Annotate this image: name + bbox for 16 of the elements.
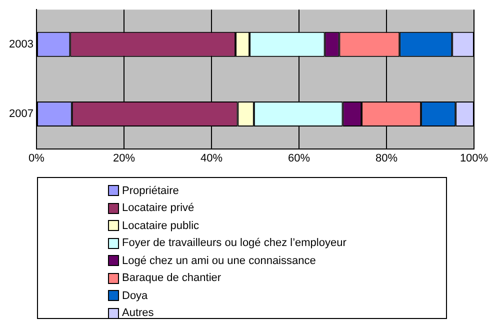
legend-label: Autres (122, 307, 154, 320)
x-tick-label: 60% (288, 152, 310, 164)
x-tick-label: 40% (200, 152, 223, 164)
x-tick-label: 0% (28, 152, 45, 164)
legend-label: Doya (122, 290, 148, 302)
x-tick-label: 80% (375, 152, 398, 164)
legend-label: Logé chez un ami ou une connaissance (122, 254, 316, 267)
legend-label: Locataire public (122, 220, 200, 232)
x-tick-label: 20% (112, 152, 136, 164)
y-tick-label: 2007 (8, 108, 34, 120)
x-tick-label: 100% (460, 152, 488, 164)
legend-label: Foyer de travailleurs ou logé chez l’employeur (122, 237, 346, 250)
legend-label: Propriétaire (122, 184, 179, 197)
y-tick-label: 2003 (8, 38, 34, 50)
legend-label: Baraque de chantier (122, 272, 222, 284)
legend-label: Locataire privé (122, 202, 194, 214)
